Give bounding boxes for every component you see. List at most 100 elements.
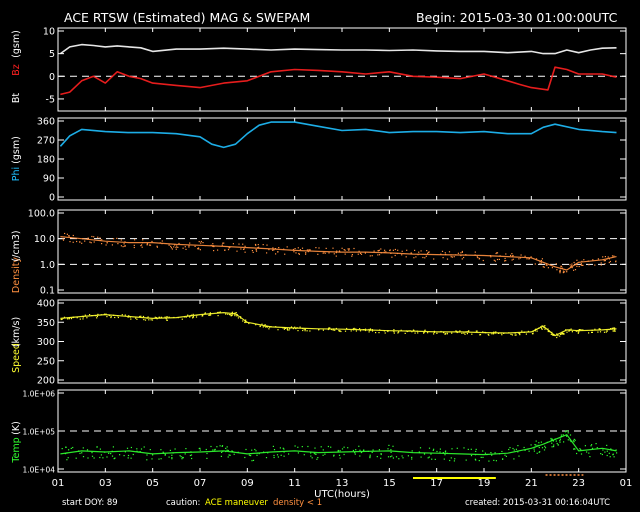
data-point-density-10-6 bbox=[298, 253, 300, 255]
data-point-density-6-6 bbox=[223, 242, 225, 244]
data-point-temp-24-8 bbox=[584, 445, 586, 447]
data-point-density-11-4 bbox=[332, 247, 334, 249]
data-point-temp-15-11 bbox=[432, 449, 434, 451]
data-point-temp-6-13 bbox=[206, 457, 208, 459]
data-point-temp-20-5 bbox=[538, 446, 540, 449]
data-point-density-24-1 bbox=[604, 263, 606, 265]
data-point-density-6-4 bbox=[222, 242, 224, 244]
data-point-temp-2-4 bbox=[111, 455, 114, 457]
data-point-density-5-11 bbox=[199, 249, 201, 251]
data-point-speed-21-6 bbox=[535, 328, 537, 330]
data-point-density-4-5 bbox=[168, 244, 170, 246]
data-point-density-15-12 bbox=[420, 250, 422, 252]
data-point-density-23-3 bbox=[580, 264, 582, 266]
data-point-density-7-3 bbox=[242, 243, 244, 245]
data-point-temp-7-8 bbox=[228, 454, 230, 456]
data-point-temp-20-4 bbox=[533, 448, 535, 450]
data-point-speed-15-8 bbox=[398, 331, 400, 333]
data-point-speed-1-8 bbox=[91, 315, 93, 317]
y-axis-label-mag-1: Bz bbox=[11, 64, 22, 76]
data-point-temp-0-3 bbox=[81, 452, 83, 454]
data-point-speed-13-11 bbox=[355, 330, 357, 332]
data-point-temp-25-1 bbox=[608, 452, 610, 454]
data-point-density-16-1 bbox=[455, 254, 457, 256]
data-point-temp-19-12 bbox=[517, 445, 519, 447]
data-point-temp-13-2 bbox=[367, 450, 369, 452]
data-point-density-8-9 bbox=[255, 248, 257, 251]
data-point-temp-13-8 bbox=[380, 453, 382, 456]
data-point-speed-9-12 bbox=[268, 328, 270, 330]
data-point-speed-5-6 bbox=[192, 317, 194, 319]
data-point-speed-20-5 bbox=[519, 333, 521, 335]
data-point-speed-23-12 bbox=[563, 332, 565, 335]
data-point-temp-6-11 bbox=[220, 455, 222, 457]
data-point-temp-13-9 bbox=[380, 453, 382, 455]
data-point-density-11-10 bbox=[336, 250, 338, 252]
data-point-speed-14-4 bbox=[387, 330, 389, 333]
data-point-speed-8-11 bbox=[242, 320, 244, 322]
data-point-temp-16-5 bbox=[450, 457, 452, 459]
x-tick-label-4: 09 bbox=[241, 478, 254, 489]
data-point-temp-22-7 bbox=[559, 441, 561, 443]
data-point-temp-1-8 bbox=[91, 452, 93, 454]
data-point-density-2-10 bbox=[122, 246, 124, 248]
data-point-temp-18-2 bbox=[505, 455, 507, 457]
data-point-density-5-13 bbox=[177, 246, 179, 248]
data-point-speed-11-13 bbox=[318, 329, 320, 331]
data-point-density-3-5 bbox=[142, 239, 144, 241]
data-point-density-14-9 bbox=[391, 256, 393, 258]
data-point-speed-11-12 bbox=[296, 327, 298, 329]
data-point-temp-16-8 bbox=[451, 448, 453, 450]
data-point-density-19-4 bbox=[512, 258, 514, 260]
data-point-density-18-12 bbox=[505, 253, 507, 255]
y-axis-label-mag-0: Bt bbox=[11, 93, 22, 104]
data-point-density-4-4 bbox=[171, 248, 173, 250]
data-point-speed-14-12 bbox=[378, 332, 380, 334]
data-point-speed-0-11 bbox=[60, 318, 62, 321]
data-point-density-20-10 bbox=[541, 258, 543, 260]
x-tick-label-6: 13 bbox=[336, 478, 349, 489]
data-point-temp-13-11 bbox=[378, 449, 380, 451]
data-point-temp-14-13 bbox=[392, 445, 394, 447]
data-point-speed-22-13 bbox=[547, 328, 549, 330]
data-point-speed-7-12 bbox=[231, 312, 233, 314]
data-point-speed-2-5 bbox=[106, 316, 108, 318]
data-point-temp-9-11 bbox=[273, 449, 276, 451]
data-point-density-2-5 bbox=[123, 243, 125, 245]
data-point-density-12-11 bbox=[358, 250, 360, 252]
data-point-density-10-10 bbox=[315, 247, 317, 249]
data-point-temp-0-0 bbox=[78, 450, 80, 452]
data-point-density-23-4 bbox=[600, 262, 602, 264]
data-point-temp-22-10 bbox=[557, 444, 559, 446]
data-point-density-15-0 bbox=[422, 256, 424, 259]
data-point-temp-10-11 bbox=[310, 455, 312, 457]
y-tick-label-mag-3: -5 bbox=[46, 94, 55, 105]
data-point-temp-8-0 bbox=[255, 450, 257, 452]
data-point-temp-16-9 bbox=[453, 460, 455, 462]
data-point-temp-23-3 bbox=[567, 439, 569, 441]
data-point-density-0-6 bbox=[81, 242, 83, 244]
data-point-speed-19-1 bbox=[485, 332, 487, 334]
data-point-speed-18-6 bbox=[465, 331, 467, 333]
data-point-density-7-13 bbox=[227, 249, 230, 251]
data-point-temp-18-6 bbox=[504, 454, 506, 456]
x-tick-label-9: 19 bbox=[478, 478, 491, 489]
data-point-speed-5-8 bbox=[196, 314, 198, 316]
data-point-density-8-1 bbox=[257, 247, 259, 249]
data-point-speed-10-12 bbox=[288, 329, 290, 331]
data-point-speed-9-6 bbox=[262, 326, 264, 328]
data-point-speed-22-0 bbox=[550, 333, 552, 335]
start-doy: start DOY: 89 bbox=[62, 498, 118, 508]
data-point-temp-20-6 bbox=[537, 444, 539, 446]
data-point-speed-25-10 bbox=[591, 329, 593, 331]
data-point-speed-23-10 bbox=[561, 333, 563, 335]
data-point-speed-22-8 bbox=[547, 330, 549, 333]
data-point-speed-4-0 bbox=[159, 316, 161, 318]
y-axis-label-speed-1: (km/s) bbox=[11, 317, 22, 347]
data-point-speed-14-11 bbox=[370, 329, 372, 331]
data-point-temp-24-2 bbox=[591, 444, 593, 446]
data-point-density-16-9 bbox=[450, 256, 452, 258]
data-point-temp-13-7 bbox=[380, 457, 382, 459]
data-point-speed-24-0 bbox=[578, 331, 580, 333]
created-time: created: 2015-03-31 00:16:04UTC bbox=[465, 498, 611, 508]
